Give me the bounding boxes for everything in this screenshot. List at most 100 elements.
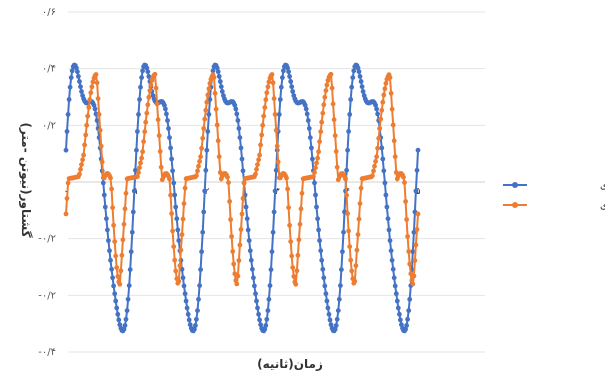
data-point xyxy=(110,205,115,211)
data-point xyxy=(124,308,130,313)
y-tick-label: ۰/۴ xyxy=(42,64,56,75)
data-point xyxy=(257,152,262,158)
data-point xyxy=(199,145,205,151)
data-point xyxy=(182,185,188,191)
data-point xyxy=(312,170,317,175)
data-point xyxy=(415,211,421,217)
data-point xyxy=(243,204,249,210)
data-point xyxy=(324,298,330,304)
data-point xyxy=(215,69,221,75)
data-point xyxy=(238,145,244,151)
data-point xyxy=(111,222,116,228)
data-point xyxy=(121,326,127,332)
data-point xyxy=(350,75,356,80)
data-point xyxy=(244,216,250,222)
data-point xyxy=(253,291,258,297)
data-point xyxy=(378,116,384,122)
data-point xyxy=(379,145,385,151)
data-point xyxy=(261,113,267,119)
data-point xyxy=(255,305,260,311)
data-point xyxy=(321,275,327,281)
data-point xyxy=(270,80,276,86)
data-point xyxy=(388,248,394,254)
data-point xyxy=(99,159,105,165)
data-point xyxy=(309,145,314,151)
data-point xyxy=(100,180,106,186)
data-point xyxy=(237,242,243,248)
data-point xyxy=(176,238,182,244)
data-point xyxy=(411,229,417,235)
plot-area xyxy=(63,62,421,334)
data-point xyxy=(269,72,275,77)
data-point xyxy=(295,252,301,258)
data-point xyxy=(328,322,334,328)
data-point xyxy=(271,96,277,101)
data-point xyxy=(316,149,321,155)
data-point xyxy=(170,168,176,174)
data-point xyxy=(296,237,302,243)
data-point xyxy=(384,204,390,210)
data-point xyxy=(109,266,114,272)
data-point xyxy=(290,265,296,270)
data-point xyxy=(265,84,271,90)
data-point xyxy=(120,237,126,243)
data-point xyxy=(181,283,187,289)
data-point xyxy=(345,147,350,153)
data-point xyxy=(65,180,71,186)
data-point xyxy=(80,157,85,163)
data-point xyxy=(146,94,152,100)
data-point xyxy=(152,71,158,77)
data-point xyxy=(130,209,136,215)
data-point xyxy=(335,308,341,313)
data-point xyxy=(395,305,401,311)
data-point xyxy=(79,89,84,94)
data-point xyxy=(349,268,355,274)
data-point xyxy=(179,266,185,272)
data-point xyxy=(254,166,259,172)
data-point xyxy=(234,281,240,287)
data-point xyxy=(194,173,199,179)
data-point xyxy=(253,171,258,177)
data-point xyxy=(380,99,386,105)
data-point xyxy=(165,118,170,123)
legend-label: مدل دو باله ای xyxy=(600,181,605,192)
data-point xyxy=(413,188,419,194)
data-point xyxy=(276,112,282,117)
data-point xyxy=(332,326,338,332)
data-point xyxy=(207,81,213,86)
data-point xyxy=(336,296,342,302)
data-point xyxy=(274,143,280,149)
data-point xyxy=(401,174,406,180)
data-point xyxy=(347,112,353,117)
data-point xyxy=(355,65,361,71)
data-point xyxy=(198,154,204,160)
data-point xyxy=(268,267,274,272)
data-point xyxy=(298,206,304,212)
data-point xyxy=(235,118,241,123)
data-point xyxy=(288,79,294,84)
data-point xyxy=(404,323,409,328)
data-point xyxy=(290,89,296,94)
data-point xyxy=(280,75,285,80)
data-point xyxy=(346,228,351,234)
data-point xyxy=(136,170,141,175)
data-point xyxy=(153,85,159,91)
data-point xyxy=(381,168,387,174)
data-point xyxy=(125,296,131,302)
data-point xyxy=(201,126,207,131)
data-point xyxy=(358,79,364,84)
data-point xyxy=(382,86,388,92)
data-point xyxy=(77,79,82,84)
data-point xyxy=(393,291,399,297)
data-point xyxy=(187,322,193,328)
legend-label: مدل سه باله ای xyxy=(600,201,605,212)
data-point xyxy=(178,247,184,253)
data-point xyxy=(112,239,118,245)
data-point xyxy=(306,125,312,131)
data-point xyxy=(293,281,299,287)
data-point xyxy=(166,125,171,131)
data-point xyxy=(75,69,80,75)
data-point xyxy=(122,323,128,328)
data-point xyxy=(175,227,181,233)
data-point xyxy=(168,145,174,151)
